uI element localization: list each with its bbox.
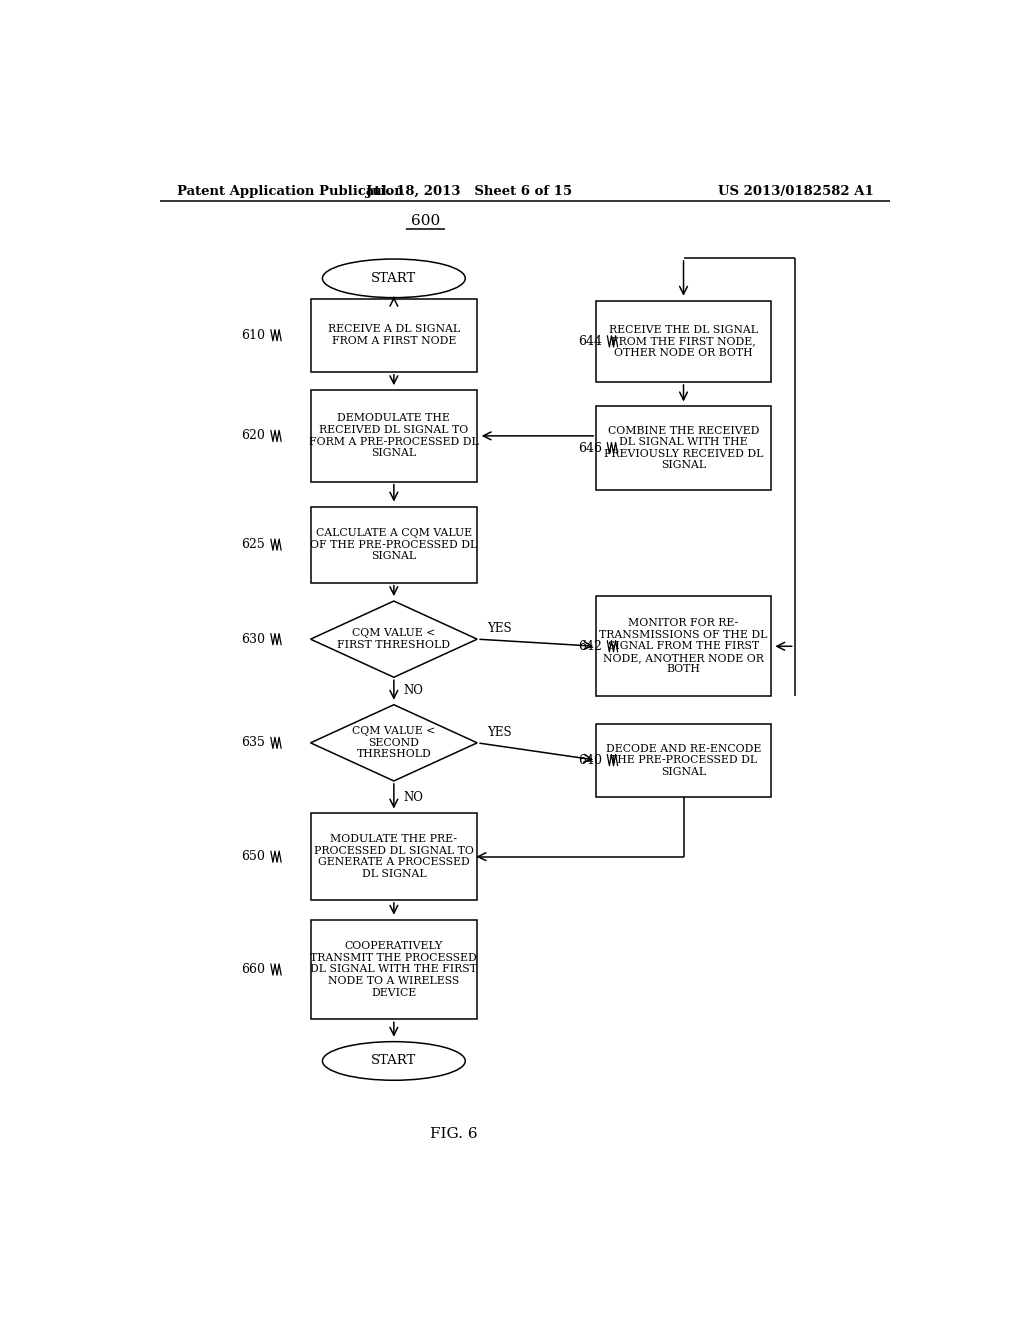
Text: YES: YES [486,623,511,635]
Text: 660: 660 [242,964,265,975]
Text: 642: 642 [578,640,602,653]
Bar [310,920,477,1019]
Text: 610: 610 [242,329,265,342]
Text: START: START [372,272,417,285]
Text: CALCULATE A CQM VALUE
OF THE PRE-PROCESSED DL
SIGNAL: CALCULATE A CQM VALUE OF THE PRE-PROCESS… [310,528,477,561]
Text: US 2013/0182582 A1: US 2013/0182582 A1 [718,185,873,198]
Text: START: START [372,1055,417,1068]
Text: 650: 650 [242,850,265,863]
Ellipse shape [323,1041,465,1080]
Bar [596,407,771,490]
Text: CQM VALUE <
FIRST THRESHOLD: CQM VALUE < FIRST THRESHOLD [337,628,451,649]
Text: NO: NO [403,685,423,697]
Text: NO: NO [403,791,423,804]
Text: RECEIVE THE DL SIGNAL
FROM THE FIRST NODE,
OTHER NODE OR BOTH: RECEIVE THE DL SIGNAL FROM THE FIRST NOD… [609,325,758,358]
Text: DEMODULATE THE
RECEIVED DL SIGNAL TO
FORM A PRE-PROCESSED DL
SIGNAL: DEMODULATE THE RECEIVED DL SIGNAL TO FOR… [309,413,479,458]
Polygon shape [310,601,477,677]
Text: 635: 635 [242,737,265,750]
Bar [310,298,477,372]
Bar [596,723,771,797]
Bar [310,391,477,482]
Text: MODULATE THE PRE-
PROCESSED DL SIGNAL TO
GENERATE A PROCESSED
DL SIGNAL: MODULATE THE PRE- PROCESSED DL SIGNAL TO… [314,834,474,879]
Text: 625: 625 [242,539,265,552]
Bar [310,507,477,582]
Text: MONITOR FOR RE-
TRANSMISSIONS OF THE DL
SIGNAL FROM THE FIRST
NODE, ANOTHER NODE: MONITOR FOR RE- TRANSMISSIONS OF THE DL … [599,618,768,675]
Text: YES: YES [486,726,511,739]
Text: Patent Application Publication: Patent Application Publication [177,185,403,198]
Text: 630: 630 [242,632,265,645]
Text: 646: 646 [578,442,602,454]
Text: RECEIVE A DL SIGNAL
FROM A FIRST NODE: RECEIVE A DL SIGNAL FROM A FIRST NODE [328,325,460,346]
Text: COMBINE THE RECEIVED
DL SIGNAL WITH THE
PREVIOUSLY RECEIVED DL
SIGNAL: COMBINE THE RECEIVED DL SIGNAL WITH THE … [604,425,763,470]
Text: CQM VALUE <
SECOND
THRESHOLD: CQM VALUE < SECOND THRESHOLD [352,726,435,759]
Text: DECODE AND RE-ENCODE
THE PRE-PROCESSED DL
SIGNAL: DECODE AND RE-ENCODE THE PRE-PROCESSED D… [606,743,761,776]
Text: COOPERATIVELY
TRANSMIT THE PROCESSED
DL SIGNAL WITH THE FIRST
NODE TO A WIRELESS: COOPERATIVELY TRANSMIT THE PROCESSED DL … [310,941,477,998]
Text: 600: 600 [411,214,440,227]
Bar [310,813,477,900]
Text: FIG. 6: FIG. 6 [429,1127,477,1142]
Text: 620: 620 [242,429,265,442]
Polygon shape [310,705,477,781]
Bar [596,301,771,381]
Text: 640: 640 [578,754,602,767]
Bar [596,597,771,696]
Ellipse shape [323,259,465,297]
Text: 644: 644 [578,335,602,348]
Text: Jul. 18, 2013   Sheet 6 of 15: Jul. 18, 2013 Sheet 6 of 15 [367,185,572,198]
